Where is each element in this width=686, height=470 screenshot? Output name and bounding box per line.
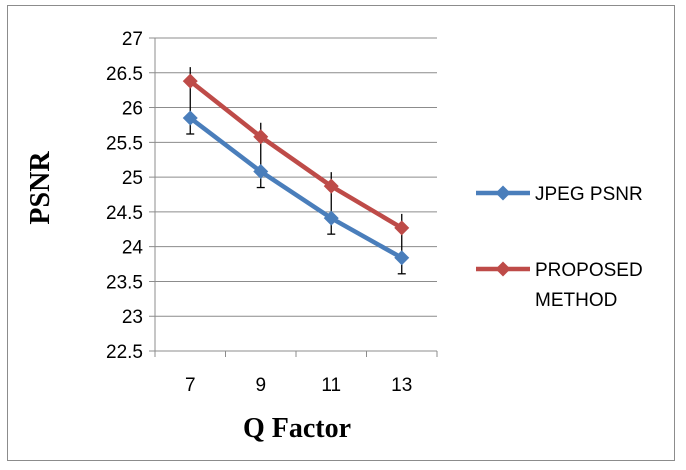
legend-swatch-marker xyxy=(495,261,511,277)
y-tick-label: 23.5 xyxy=(106,272,143,293)
y-tick-label: 23 xyxy=(122,307,143,328)
series-line xyxy=(188,78,404,231)
x-tick-label: 11 xyxy=(321,375,341,396)
y-axis-title: PSNR xyxy=(25,151,56,225)
data-point xyxy=(253,129,269,145)
x-axis-title: Q Factor xyxy=(243,413,351,444)
x-tick-labels: 7 9 11 13 xyxy=(185,375,412,396)
y-tick-label: 26.5 xyxy=(106,64,143,85)
y-tick-label: 22.5 xyxy=(106,342,143,363)
y-tick-labels: 22.5 23 23.5 24 24.5 25 25.5 26 26.5 27 xyxy=(106,29,143,363)
legend-label: PROPOSED METHOD xyxy=(535,260,643,311)
y-tick-label: 25.5 xyxy=(106,133,143,154)
data-point xyxy=(253,164,269,180)
chart-frame xyxy=(7,5,675,461)
y-tick-label: 27 xyxy=(122,29,143,50)
data-point xyxy=(182,110,198,126)
legend-swatch-marker xyxy=(495,185,511,201)
data-point xyxy=(394,250,410,266)
data-point xyxy=(323,178,339,194)
y-tick-label: 26 xyxy=(122,99,143,120)
gridlines xyxy=(149,37,438,357)
series-1 xyxy=(182,110,410,266)
y-tick-label: 24 xyxy=(122,238,144,259)
series-line xyxy=(188,115,404,261)
series-lines xyxy=(182,73,410,266)
legend-item: PROPOSED METHOD xyxy=(476,260,643,311)
x-tick-label: 9 xyxy=(255,375,266,396)
y-tick-label: 24.5 xyxy=(106,203,143,224)
x-tick-label: 7 xyxy=(185,375,196,396)
data-point xyxy=(394,220,410,236)
legend: JPEG PSNR PROPOSED METHOD xyxy=(476,184,643,311)
legend-label: JPEG PSNR xyxy=(535,184,643,205)
series-2 xyxy=(182,73,410,236)
y-tick-label: 25 xyxy=(122,168,143,189)
x-tick-label: 13 xyxy=(391,375,412,396)
data-point xyxy=(323,210,339,226)
data-point xyxy=(182,73,198,89)
legend-item: JPEG PSNR xyxy=(476,184,643,205)
